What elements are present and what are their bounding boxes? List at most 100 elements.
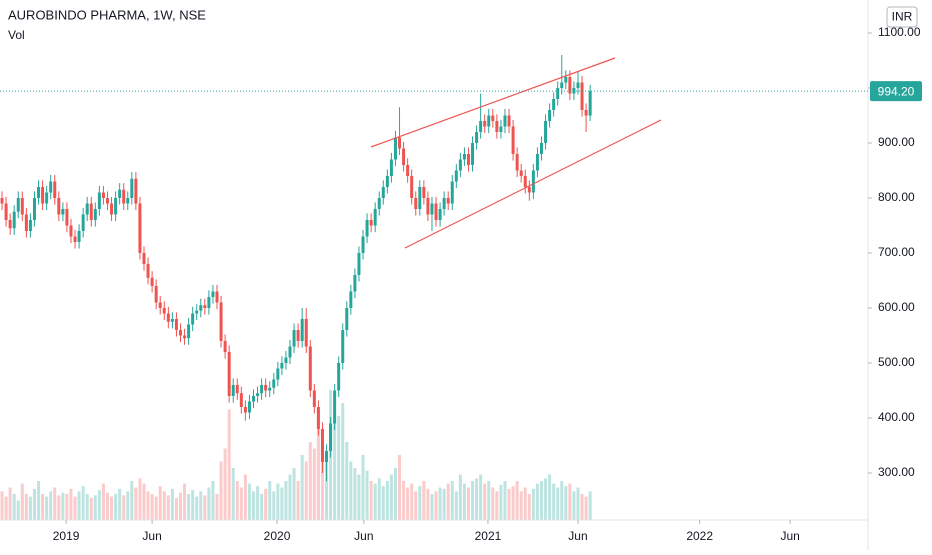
candle-body	[584, 109, 588, 116]
candle-body	[4, 203, 8, 220]
candle-body	[134, 178, 138, 204]
volume-bar	[556, 487, 560, 520]
candle-body	[114, 197, 118, 215]
candle-body	[446, 197, 450, 204]
volume-bar	[402, 481, 406, 520]
volume-bar	[49, 491, 53, 520]
candle-body	[138, 203, 142, 253]
volume-bar	[93, 495, 97, 520]
candle-body	[406, 164, 410, 176]
volume-bar	[41, 494, 45, 520]
candle-body	[393, 137, 397, 160]
candle-body	[568, 76, 572, 94]
candle-body	[284, 357, 288, 363]
candle-body	[544, 120, 548, 143]
volume-bar	[357, 474, 361, 520]
candle-body	[268, 387, 272, 391]
trend-line	[404, 119, 662, 249]
candle-body	[24, 214, 28, 231]
volume-bar	[20, 483, 24, 520]
volume-bar	[264, 488, 268, 520]
volume-bar	[341, 403, 345, 520]
volume-bar	[487, 481, 491, 520]
candle-body	[292, 329, 296, 347]
candle-body	[122, 189, 126, 204]
candle-body	[187, 324, 191, 339]
candle-body	[304, 318, 308, 347]
volume-bar	[406, 487, 410, 520]
candle-body	[560, 82, 564, 88]
volume-bar	[462, 483, 466, 520]
candle-body	[357, 252, 361, 275]
volume-bar	[45, 496, 49, 520]
volume-bar	[552, 483, 556, 520]
volume-bar	[345, 442, 349, 520]
currency[interactable]: INR	[892, 10, 913, 24]
volume-bar	[442, 488, 446, 520]
volume-bar	[37, 481, 41, 520]
candle-body	[552, 98, 556, 110]
volume-bar	[466, 487, 470, 520]
last-price-box	[870, 81, 922, 102]
y-tick-label: 400.00	[878, 410, 915, 424]
volume-bar	[471, 481, 475, 520]
candle-body	[252, 395, 256, 402]
volume-bar	[284, 481, 288, 520]
candle-body	[373, 208, 377, 226]
volume-bar	[288, 474, 292, 520]
candle-body	[300, 318, 304, 341]
candle-body	[588, 91, 592, 116]
volume-bar	[414, 491, 418, 520]
volume-bar	[450, 481, 454, 520]
candle-body	[325, 450, 329, 462]
candle-body	[162, 307, 166, 314]
volume-bar	[369, 481, 373, 520]
candle-body	[466, 153, 470, 165]
volume-bar	[353, 468, 357, 520]
candle-body	[316, 406, 320, 429]
volume-bar	[422, 481, 426, 520]
candle-body	[479, 120, 483, 132]
candle-body	[260, 384, 264, 394]
volume-bar	[118, 488, 122, 520]
volume-bar	[491, 487, 495, 520]
volume-bar	[349, 461, 353, 520]
volume-bar	[568, 483, 572, 520]
candle-body	[507, 115, 511, 127]
candle-body	[45, 192, 49, 204]
volume-bar	[227, 409, 231, 520]
candle-body	[28, 219, 32, 231]
candle-body	[166, 313, 170, 322]
volume-bar	[325, 455, 329, 520]
volume-bar	[418, 486, 422, 520]
volume-bar	[174, 497, 178, 520]
candle-body	[438, 208, 442, 220]
volume-bar	[564, 486, 568, 520]
volume-bar	[183, 483, 187, 520]
candle-body	[32, 197, 36, 220]
volume-bar	[4, 496, 8, 520]
candle-body	[57, 197, 61, 215]
candle-body	[8, 219, 12, 229]
candle-body	[333, 390, 337, 424]
volume-bar	[219, 461, 223, 520]
currency-box[interactable]	[886, 6, 918, 28]
candle-body	[564, 76, 568, 83]
candle-body	[389, 159, 393, 176]
x-tick-label: 2020	[264, 529, 291, 543]
volume-bar	[523, 487, 527, 520]
volume-bar	[166, 495, 170, 520]
candle-body	[227, 351, 231, 396]
volume-label: Vol	[8, 28, 25, 42]
candle-body	[349, 291, 353, 308]
volume-bar	[292, 468, 296, 520]
candle-body	[377, 197, 381, 209]
candle-body	[398, 137, 402, 149]
volume-bar	[122, 495, 126, 520]
candle-body	[320, 428, 324, 462]
y-tick-label: 600.00	[878, 300, 915, 314]
volume-bar	[126, 491, 130, 520]
volume-bar	[195, 496, 199, 520]
candle-body	[130, 178, 134, 198]
